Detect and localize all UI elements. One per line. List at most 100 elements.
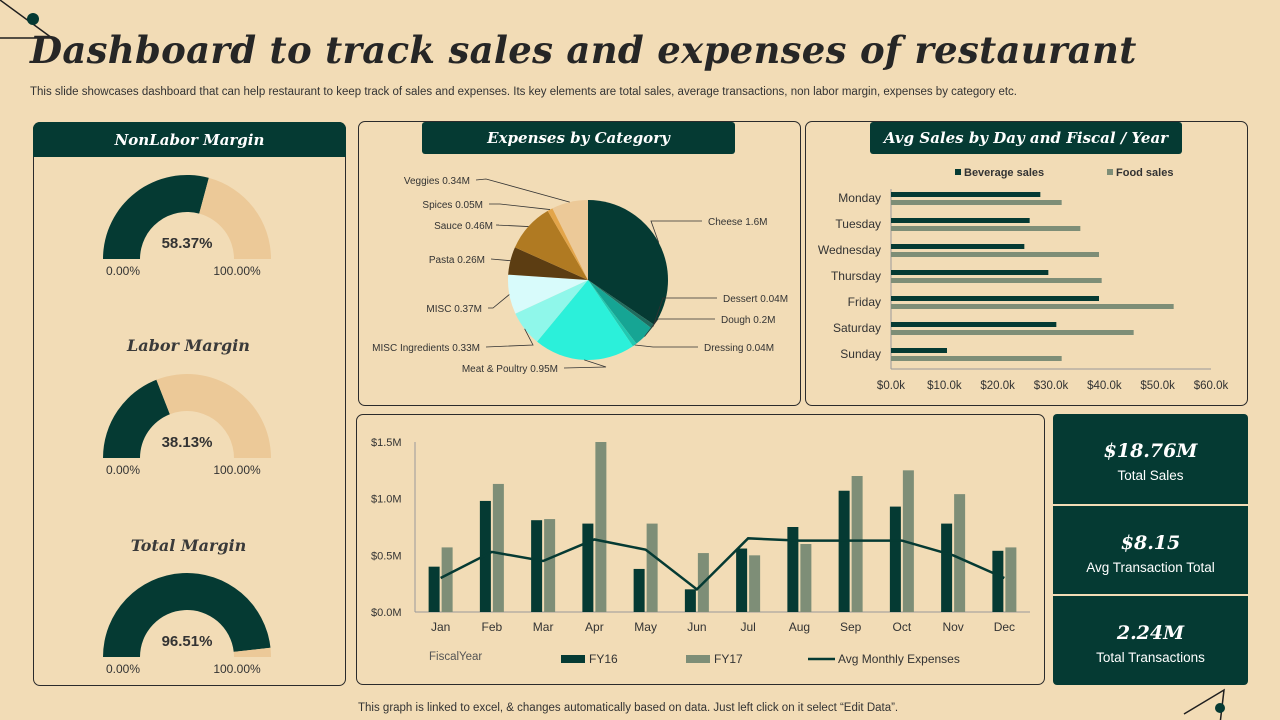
pie-leader-6 [488,294,510,309]
avg-sales-panel [805,121,1248,406]
combo-legend-label-1: FY17 [714,652,743,666]
pie-leader-9 [489,203,551,210]
labor-margin-title: Labor Margin [127,336,250,355]
pie-leader-8 [495,224,529,227]
pie-leader-3 [634,344,698,348]
kpi-total-sales: $18.76M Total Sales [1053,414,1248,504]
combo-bar-fy16-10 [941,523,953,612]
hbar-xtick-2: $20.0k [980,380,1015,392]
pie-label-10: Veggies 0.34M [404,176,470,187]
combo-bar-fy17-0 [441,547,453,612]
hbar-category-5: Saturday [833,321,881,335]
combo-ytick-0: $0.0M [371,607,402,619]
hbar-bar-beverage-1 [891,218,1030,223]
kpi-total-sales-value: $18.76M [1103,440,1198,462]
corner-triangle-bottom-right [1183,688,1225,720]
pie-leader-10 [475,178,570,203]
expenses-panel [358,121,801,406]
gauge-2-min-label: 0.00% [106,662,140,676]
combo-bar-fy16-8 [838,490,850,612]
pie-leader-7 [490,258,511,262]
pie-leader-5 [485,328,534,348]
kpi-avg-transaction-label: Avg Transaction Total [1086,560,1215,575]
combo-legend-label-0: FY16 [589,652,618,666]
pie-slice-6 [508,274,588,314]
combo-xtick-6: Jul [740,620,755,634]
combo-xtick-11: Dec [994,620,1015,634]
hbar-xtick-3: $30.0k [1034,380,1069,392]
combo-bar-fy16-5 [684,589,696,612]
hbar-xtick-6: $60.0k [1194,380,1229,392]
combo-bar-fy16-4 [633,568,645,612]
gauge-1-value: 38.13% [162,434,213,451]
gauge-0-min-label: 0.00% [106,264,140,278]
expenses-panel-header: Expenses by Category [422,122,735,154]
page-title: Dashboard to track sales and expenses of… [30,28,1137,72]
pie-label-1: Dessert 0.04M [723,294,788,305]
hbar-bar-food-1 [891,226,1081,231]
hbar-xtick-5: $50.0k [1140,380,1175,392]
combo-xtick-10: Nov [942,620,963,634]
combo-bar-fy17-10 [954,494,966,612]
gauge-0-remaining-arc [199,177,271,259]
corner-dot-bottom-right [1215,703,1225,713]
pie-label-2: Dough 0.2M [721,315,775,326]
avg-sales-bar-chart: Beverage sales Food sales Monday Tuesday Wed… [818,167,1229,392]
pie-slice-0 [588,200,668,325]
combo-bar-fy16-2 [531,520,543,612]
hbar-bar-food-5 [891,330,1134,335]
pie-label-4: Meat & Poultry 0.95M [462,364,558,375]
combo-ytick-2: $1.0M [371,494,402,506]
combo-legend-label-2: Avg Monthly Expenses [838,652,960,666]
hbar-legend-swatch-1 [1107,169,1113,175]
combo-xtick-1: Feb [482,620,503,634]
combo-legend-swatch-0 [561,655,585,663]
pie-leader-4 [563,359,607,369]
pie-leader-1 [652,297,717,327]
gauge-2-remaining-arc [233,647,271,657]
combo-xtick-0: Jan [431,620,450,634]
hbar-bar-food-3 [891,278,1102,283]
combo-xlabel: FiscalYear [429,651,482,663]
gauge-1-filled-arc [103,379,170,458]
combo-bar-fy17-9 [902,470,914,612]
combo-bar-fy17-8 [851,476,863,612]
total-margin-title: Total Margin [130,536,247,555]
combo-bar-fy16-9 [889,506,901,612]
combo-ytick-1: $0.5M [371,550,402,562]
hbar-bar-beverage-0 [891,192,1041,197]
combo-line-avg-expenses [440,537,1005,591]
hbar-xtick-1: $10.0k [927,380,962,392]
gauge-2-value: 96.51% [162,633,213,650]
combo-bar-fy16-3 [582,523,594,612]
combo-xtick-5: Jun [687,620,706,634]
combo-bar-fy17-7 [800,544,812,612]
combo-xtick-4: May [634,620,657,634]
pie-slice-8 [514,210,588,280]
combo-xtick-2: Mar [533,620,554,634]
pie-slice-10 [552,200,588,280]
margin-panel-header: NonLabor Margin [33,122,346,157]
hbar-bar-food-2 [891,252,1099,257]
pie-slice-5 [515,280,588,342]
pie-slice-7 [508,247,588,280]
hbar-bar-beverage-6 [891,348,947,353]
kpi-total-transactions-value: 2.24M [1116,622,1185,644]
combo-ytick-3: $1.5M [371,437,402,449]
monthly-combo-chart: $0.0M $0.5M $1.0M $1.5M Jan Feb Mar Apr May Jun Ju… [371,437,1030,666]
pie-leader-0 [650,220,702,243]
gauge-1-min-label: 0.00% [106,463,140,477]
footer-note: This graph is linked to excel, & changes… [358,702,899,714]
gauge-0-filled-arc [103,175,209,259]
combo-bar-fy16-6 [736,548,748,612]
hbar-bar-beverage-2 [891,244,1025,249]
combo-bar-fy17-6 [749,555,761,612]
hbar-legend-swatch-0 [955,169,961,175]
avg-sales-panel-header: Avg Sales by Day and Fiscal / Year [870,122,1182,154]
gauge-2-max-label: 100.00% [213,662,261,676]
hbar-category-4: Friday [848,295,881,309]
kpi-total-transactions-label: Total Transactions [1096,650,1205,665]
combo-xtick-7: Aug [789,620,810,634]
combo-xtick-8: Sep [840,620,862,634]
page-subtitle: This slide showcases dashboard that can … [30,86,1017,98]
